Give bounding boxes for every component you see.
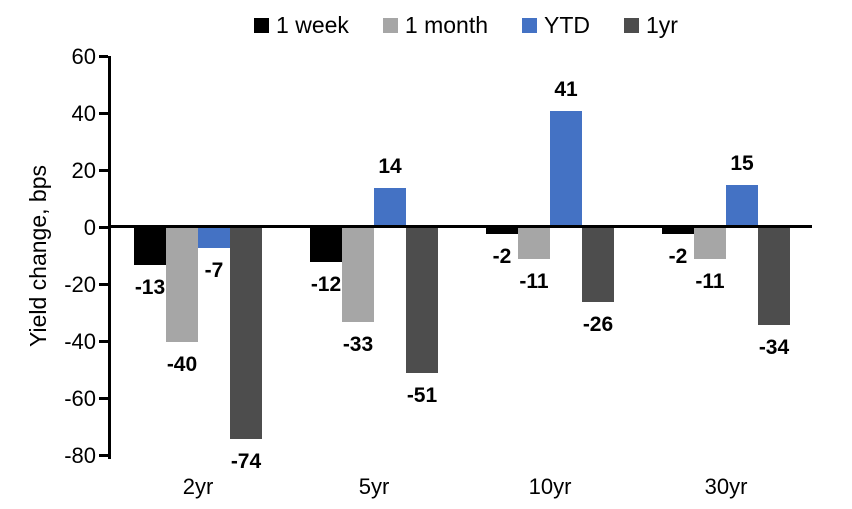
legend-label: 1 month [404,12,489,38]
bar-value-label: -26 [582,313,614,336]
legend-label: 1yr [646,12,678,38]
legend-swatch-icon [624,17,640,33]
legend-item: 1 month [382,12,489,38]
bar-value-label: -2 [492,245,512,268]
y-axis-tick [99,169,108,172]
y-axis-tick-label: -80 [64,443,96,468]
legend-swatch-icon [382,17,398,33]
legend-label: 1 week [276,12,349,38]
bar-value-label: -74 [230,450,262,473]
bar-value-label: 15 [730,152,754,175]
bar-1-month-10yr [518,228,550,259]
x-axis-category-label: 5yr [358,474,390,499]
bar-value-label: -2 [668,245,688,268]
y-axis-tick-label: 20 [71,158,96,183]
legend-swatch-icon [522,17,538,33]
x-axis-category-label: 30yr [704,474,748,499]
bar-value-label: -33 [342,333,374,356]
bar-value-label: -40 [166,353,198,376]
bar-value-label: -7 [204,259,224,282]
legend-item: 1yr [624,12,678,38]
y-axis-tick [99,340,108,343]
bar-1-week-30yr [662,228,694,234]
y-axis-title: Yield change, bps [25,165,51,348]
legend-label: YTD [544,12,591,38]
bar-value-label: 41 [554,78,578,101]
bar-value-label: 14 [378,155,402,178]
legend-item: YTD [522,12,590,38]
y-axis-tick-label: -60 [64,386,96,411]
bar-value-label: -34 [758,336,790,359]
bar-1-week-5yr [310,228,342,262]
bar-value-label: -12 [310,273,342,296]
y-axis-tick-label: -20 [64,272,96,297]
x-axis-category-label: 2yr [182,474,214,499]
bar-1-month-30yr [694,228,726,259]
y-axis-tick [99,454,108,457]
y-axis-tick-label: -40 [64,329,96,354]
y-axis-tick [99,112,108,115]
chart-legend: 1 week 1 month YTD 1yr [110,10,822,40]
bar-YTD-2yr [198,228,230,248]
bar-1yr-2yr [230,228,262,439]
y-axis-tick [99,226,108,229]
bar-YTD-5yr [374,188,406,228]
bar-1yr-10yr [582,228,614,302]
y-axis-line [108,56,111,459]
bar-1-month-2yr [166,228,198,342]
y-axis-tick [99,397,108,400]
x-axis-zero-line [108,225,812,228]
bar-1-week-2yr [134,228,166,265]
y-axis-tick-label: 40 [71,101,96,126]
bar-YTD-30yr [726,185,758,228]
y-axis-tick [99,55,108,58]
bar-YTD-10yr [550,111,582,228]
bar-1-week-10yr [486,228,518,234]
y-axis-tick-label: 0 [83,215,96,240]
bar-1-month-5yr [342,228,374,322]
bar-value-label: -13 [134,276,166,299]
y-axis-tick-label: 60 [71,44,96,69]
y-axis-tick [99,283,108,286]
x-axis-category-label: 10yr [528,474,572,499]
bar-value-label: -11 [695,270,725,293]
bar-1yr-5yr [406,228,438,373]
bar-value-label: -11 [519,270,549,293]
bar-1yr-30yr [758,228,790,325]
bar-value-label: -51 [406,384,438,407]
legend-swatch-icon [254,17,270,33]
legend-item: 1 week [254,12,349,38]
